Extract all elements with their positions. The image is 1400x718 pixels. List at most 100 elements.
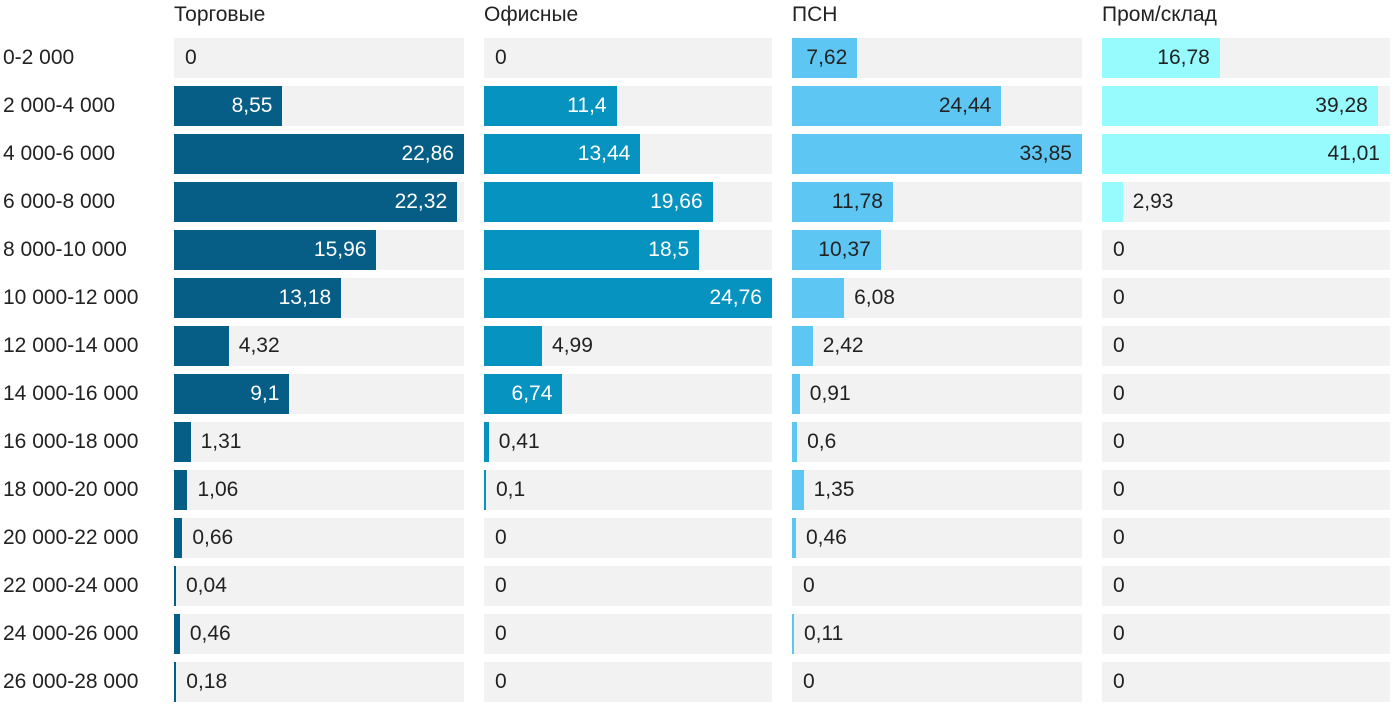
data-label: 0: [1113, 430, 1125, 453]
bar: [484, 182, 713, 222]
category-label: 24 000-26 000: [3, 622, 139, 645]
data-label: 11,78: [831, 190, 883, 213]
data-label: 0: [495, 46, 507, 69]
bar: [484, 86, 617, 126]
category-label: 18 000-20 000: [3, 478, 139, 501]
data-label: 1,06: [197, 478, 239, 501]
bar-track: 0: [1102, 518, 1390, 558]
data-label: 15,96: [313, 238, 367, 261]
bar: [174, 278, 342, 318]
data-label: 41,01: [1327, 142, 1380, 165]
bar-track: 0: [1102, 662, 1390, 702]
bar-track: 0: [1102, 566, 1390, 606]
panel-title: Торговые: [174, 3, 266, 26]
data-label: 13,44: [577, 142, 631, 165]
bar: [792, 38, 858, 78]
data-label: 18,5: [648, 238, 690, 261]
data-label: 9,1: [250, 382, 280, 405]
category-label: 2 000-4 000: [3, 94, 116, 117]
data-label: 13,18: [278, 286, 332, 309]
bar-track: 16,78: [1102, 38, 1390, 78]
category-label: 8 000-10 000: [3, 238, 127, 261]
data-label: 11,4: [567, 94, 607, 117]
bar: [174, 566, 176, 606]
bar-track: 9,1: [174, 374, 464, 414]
bar-track: 0: [484, 566, 772, 606]
bar: [792, 374, 800, 414]
panel-title: ПСН: [792, 3, 838, 26]
data-label: 6,74: [511, 382, 553, 405]
data-label: 0: [1113, 238, 1125, 261]
bar: [484, 278, 772, 318]
data-label: 0,66: [192, 526, 234, 549]
bar-track: 0: [792, 566, 1082, 606]
data-label: 24,44: [938, 94, 992, 117]
bar-track: 0: [1102, 374, 1390, 414]
bar-track: 0: [1102, 326, 1390, 366]
bar-track: 0: [174, 38, 464, 78]
bar: [792, 326, 813, 366]
bar: [174, 374, 290, 414]
bar: [174, 326, 229, 366]
bar-track: 6,74: [484, 374, 772, 414]
data-label: 1,31: [200, 430, 242, 453]
category-label: 10 000-12 000: [3, 286, 139, 309]
data-label: 0: [803, 574, 815, 597]
bar-track: 0: [484, 518, 772, 558]
bar-track: 2,42: [792, 326, 1082, 366]
bar-track: 0,1: [484, 470, 772, 510]
bar-track: 0,11: [792, 614, 1082, 654]
bar: [484, 230, 700, 270]
bar: [174, 86, 283, 126]
bar: [484, 470, 486, 510]
data-label: 0,04: [186, 574, 227, 597]
data-label: 0: [495, 574, 507, 597]
bar: [792, 470, 804, 510]
data-label: 8,55: [231, 94, 273, 117]
data-label: 0: [1113, 286, 1125, 309]
bar-track: 19,66: [484, 182, 772, 222]
bar-track: 0: [484, 38, 772, 78]
bar: [174, 614, 180, 654]
bar: [174, 662, 177, 702]
bar-track: 0: [1102, 422, 1390, 462]
category-label: 4 000-6 000: [3, 142, 116, 165]
data-label: 2,42: [822, 334, 864, 357]
data-label: 0,1: [496, 478, 526, 501]
bar: [1102, 86, 1378, 126]
bar-track: 1,31: [174, 422, 464, 462]
bar-track: 0: [1102, 230, 1390, 270]
bar-track: 22,32: [174, 182, 464, 222]
bar-track: 11,78: [792, 182, 1082, 222]
bar-track: 18,5: [484, 230, 772, 270]
bar-track: 33,85: [792, 134, 1082, 174]
bar-track: 0,91: [792, 374, 1082, 414]
data-label: 16,78: [1157, 46, 1210, 69]
bar: [174, 470, 188, 510]
data-label: 2,93: [1132, 190, 1174, 213]
bar: [792, 182, 893, 222]
bar-track: 0,41: [484, 422, 772, 462]
bar-track: 0: [792, 662, 1082, 702]
bar-track: 1,06: [174, 470, 464, 510]
data-label: 0: [1113, 334, 1125, 357]
category-label: 20 000-22 000: [3, 526, 139, 549]
bar: [792, 614, 794, 654]
bar-track: 10,37: [792, 230, 1082, 270]
data-label: 0: [495, 526, 507, 549]
data-label: 0: [1113, 670, 1125, 693]
bar-track: 0: [1102, 470, 1390, 510]
panel-title: Пром/склад: [1102, 3, 1217, 26]
bar-track: 2,93: [1102, 182, 1390, 222]
bar-track: 0,46: [174, 614, 464, 654]
bar: [1102, 134, 1390, 174]
bar: [174, 422, 191, 462]
panel-title: Офисные: [484, 3, 579, 26]
bar: [174, 134, 464, 174]
bar-track: 7,62: [792, 38, 1082, 78]
bar: [792, 134, 1082, 174]
bar: [174, 518, 183, 558]
data-label: 0: [495, 622, 507, 645]
bar-track: 13,18: [174, 278, 464, 318]
